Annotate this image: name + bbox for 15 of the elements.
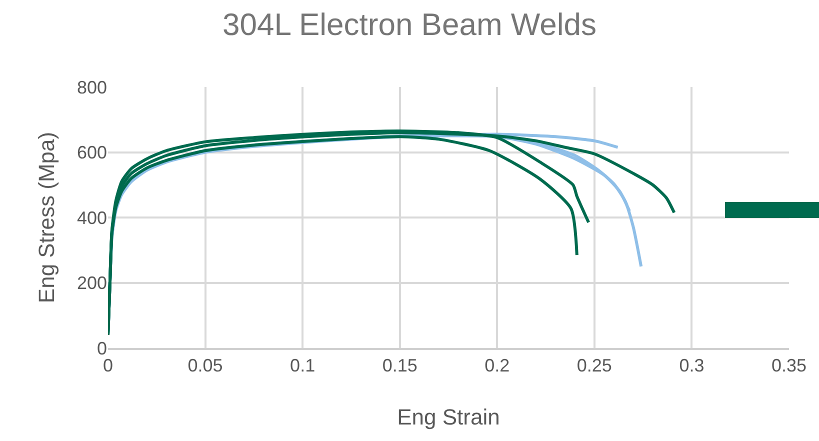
y-tick-label: 200 xyxy=(76,273,107,294)
x-tick-label: 0.15 xyxy=(382,355,418,376)
y-tick-label: 0 xyxy=(96,338,107,358)
x-tick-label: 0.25 xyxy=(576,355,612,376)
x-tick-label: 0.3 xyxy=(679,355,704,376)
x-tick-label: 0.1 xyxy=(290,355,316,376)
y-axis-title: Eng Stress (Mpa) xyxy=(34,132,59,304)
chart-title: 304L Electron Beam Welds xyxy=(222,6,596,42)
x-tick-label: 0.05 xyxy=(188,355,223,376)
y-tick-label: 400 xyxy=(76,208,107,228)
x-tick-label: 0.2 xyxy=(484,355,510,376)
y-tick-label: 800 xyxy=(76,77,107,98)
x-axis-title: Eng Strain xyxy=(397,404,500,430)
x-tick-label: 0.35 xyxy=(771,355,807,376)
y-tick-label: 600 xyxy=(76,142,107,163)
